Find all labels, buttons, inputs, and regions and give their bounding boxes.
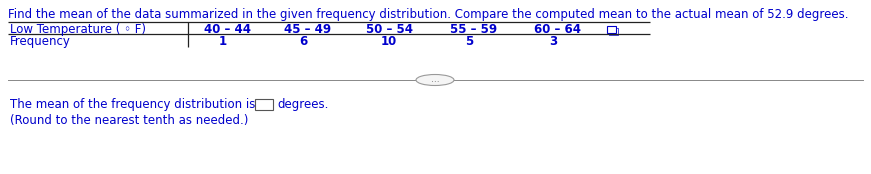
Text: Frequency: Frequency	[10, 35, 71, 48]
Text: 5: 5	[465, 35, 473, 48]
Text: degrees.: degrees.	[277, 98, 328, 111]
Text: (Round to the nearest tenth as needed.): (Round to the nearest tenth as needed.)	[10, 114, 248, 127]
Text: 60 – 64: 60 – 64	[534, 23, 581, 36]
Text: 45 – 49: 45 – 49	[284, 23, 331, 36]
FancyBboxPatch shape	[255, 99, 273, 110]
Text: The mean of the frequency distribution is: The mean of the frequency distribution i…	[10, 98, 255, 111]
Text: ...: ...	[430, 76, 439, 85]
Text: 1: 1	[219, 35, 227, 48]
Text: Low Temperature ( ◦ F): Low Temperature ( ◦ F)	[10, 23, 146, 36]
Text: 40 – 44: 40 – 44	[204, 23, 251, 36]
Text: 50 – 54: 50 – 54	[366, 23, 413, 36]
Text: 6: 6	[299, 35, 307, 48]
Text: 3: 3	[549, 35, 557, 48]
Ellipse shape	[416, 74, 454, 85]
Text: 10: 10	[381, 35, 397, 48]
Text: 55 – 59: 55 – 59	[450, 23, 497, 36]
FancyBboxPatch shape	[607, 26, 616, 33]
Text: Find the mean of the data summarized in the given frequency distribution. Compar: Find the mean of the data summarized in …	[8, 8, 848, 21]
FancyBboxPatch shape	[609, 28, 618, 35]
